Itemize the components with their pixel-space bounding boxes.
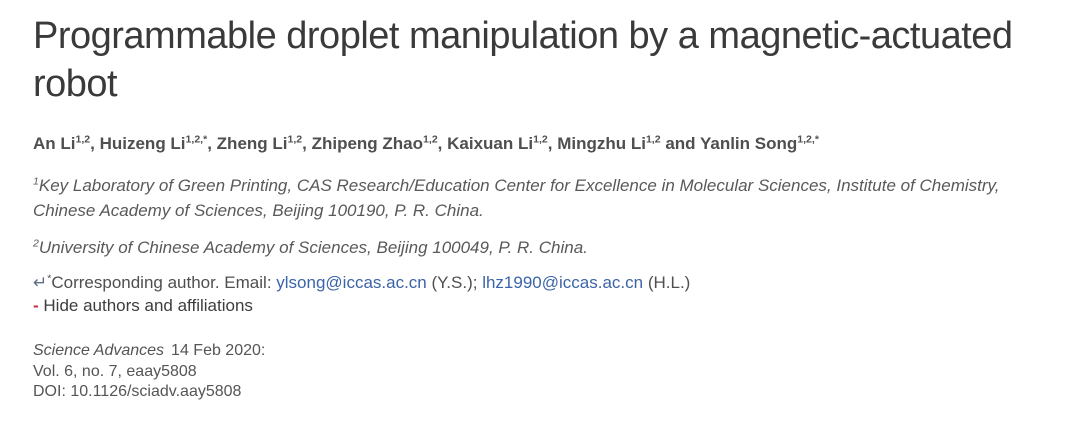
author-affiliation-superscript: 1,2 — [423, 133, 438, 146]
author-list: An Li1,2, Huizeng Li1,2,*, Zheng Li1,2, … — [33, 132, 1044, 156]
author-separator: , — [437, 134, 448, 153]
page-title: Programmable droplet manipulation by a m… — [33, 15, 1013, 105]
author-affiliation-superscript: 1,2,* — [797, 133, 819, 146]
citation-block: Science Advances 14 Feb 2020: Vol. 6, no.… — [33, 341, 1044, 403]
email-link-lhz1990[interactable]: lhz1990@iccas.ac.cn — [482, 273, 644, 292]
affiliation-1: 1Key Laboratory of Green Printing, CAS R… — [33, 173, 1043, 223]
author-name: Yanlin Song — [699, 134, 798, 153]
hide-authors-label: Hide authors and affiliations — [43, 296, 253, 315]
return-arrow-icon[interactable]: ↵ — [33, 273, 48, 292]
author-separator: , — [207, 134, 217, 153]
affiliation-superscript: 2 — [33, 237, 39, 250]
author-separator: and — [660, 134, 700, 153]
corresponding-author-line: ↵*Corresponding author. Email: ylsong@ic… — [33, 272, 1044, 294]
author-affiliation-superscript: 1,2 — [287, 133, 303, 146]
affiliation-text: Key Laboratory of Green Printing, CAS Re… — [33, 176, 1000, 220]
author-separator: , — [302, 134, 312, 153]
affiliation-text: University of Chinese Academy of Science… — [38, 238, 588, 257]
author: , Zhipeng Zhao1,2 — [302, 134, 438, 153]
author: and Yanlin Song1,2,* — [661, 134, 819, 153]
author-separator: , — [90, 134, 100, 153]
author-name: Huizeng Li — [99, 134, 186, 153]
affiliation-2: 2University of Chinese Academy of Scienc… — [33, 235, 1043, 260]
author-name: Zhipeng Zhao — [311, 134, 424, 153]
author: , Kaixuan Li1,2 — [438, 134, 548, 153]
author-affiliation-superscript: 1,2 — [533, 133, 548, 146]
author: , Mingzhu Li1,2 — [548, 134, 661, 153]
author-affiliation-superscript: 1,2,* — [185, 133, 208, 146]
corresponding-initials-hl: (H.L.) — [643, 273, 691, 292]
author-name: Zheng Li — [216, 134, 288, 153]
citation-line-doi: DOI: 10.1126/sciadv.aay5808 — [33, 383, 242, 400]
author-name: Mingzhu Li — [557, 134, 646, 153]
author-affiliation-superscript: 1,2 — [645, 133, 661, 146]
corresponding-initials-ys: (Y.S.); — [426, 273, 483, 292]
citation-line-journal: Science Advances 14 Feb 2020: — [33, 341, 1044, 362]
email-link-ylsong[interactable]: ylsong@iccas.ac.cn — [276, 273, 427, 292]
journal-name: Science Advances — [33, 342, 165, 359]
author: , Zheng Li1,2 — [207, 134, 302, 153]
minus-icon: - — [33, 296, 39, 315]
author-name: An Li — [33, 134, 76, 153]
author-affiliation-superscript: 1,2 — [75, 133, 91, 146]
publication-date: 14 Feb 2020: — [171, 342, 266, 359]
author-name: Kaixuan Li — [447, 134, 534, 153]
affiliation-superscript: 1 — [33, 175, 39, 188]
author-separator: , — [547, 134, 558, 153]
author: , Huizeng Li1,2,* — [90, 134, 207, 153]
corresponding-label: Corresponding author. Email: — [51, 273, 277, 292]
citation-line-volume: Vol. 6, no. 7, eaay5808 — [33, 362, 197, 380]
hide-authors-toggle[interactable]: - Hide authors and affiliations — [33, 295, 1044, 317]
corresponding-asterisk: * — [47, 272, 52, 285]
author: An Li1,2 — [33, 134, 90, 153]
